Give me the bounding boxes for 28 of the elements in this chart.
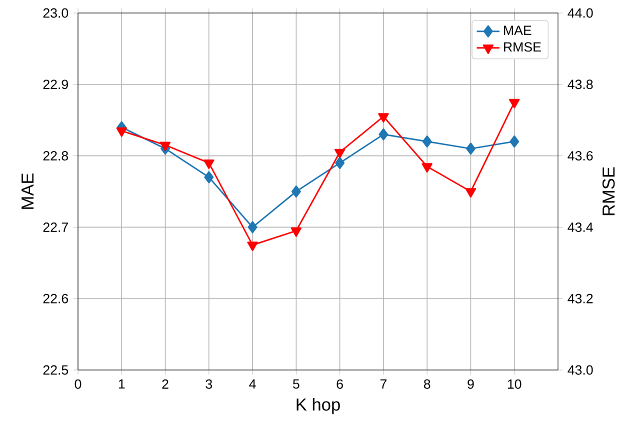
x-tick-label: 4 xyxy=(249,379,256,389)
x-tick-label: 8 xyxy=(424,379,430,389)
y-tick-label: 22.8 xyxy=(43,151,68,161)
x-tick-label: 3 xyxy=(206,379,212,389)
x-tick-label: 0 xyxy=(74,379,82,389)
legend-label: RMSE xyxy=(504,42,541,52)
x-tick-label: 2 xyxy=(162,379,168,389)
y2-axis-title: RMSE xyxy=(602,167,615,216)
x-tick-label: 1 xyxy=(118,379,125,389)
x-tick-label: 9 xyxy=(468,379,474,389)
x-axis-title: K hop xyxy=(296,398,340,414)
y-tick-label: 23.0 xyxy=(43,8,68,18)
x-tick-label: 6 xyxy=(336,379,343,389)
y-tick-label: 22.6 xyxy=(43,294,68,304)
y-axis-title: MAE xyxy=(22,173,34,209)
y2-tick-label: 43.8 xyxy=(568,80,593,90)
y-tick-label: 22.7 xyxy=(43,222,68,232)
y2-tick-label: 44.0 xyxy=(568,8,593,18)
y2-tick-label: 43.2 xyxy=(568,294,593,304)
y-tick-label: 22.5 xyxy=(43,365,68,375)
x-tick-label: 7 xyxy=(380,379,386,389)
x-tick-label: 5 xyxy=(293,379,300,389)
y2-tick-label: 43.4 xyxy=(568,222,593,232)
y-tick-label: 22.9 xyxy=(43,80,68,90)
x-tick-label: 10 xyxy=(508,379,522,389)
y2-tick-label: 43.6 xyxy=(568,151,593,161)
legend-label: MAE xyxy=(504,26,532,35)
y2-tick-label: 43.0 xyxy=(568,365,593,375)
